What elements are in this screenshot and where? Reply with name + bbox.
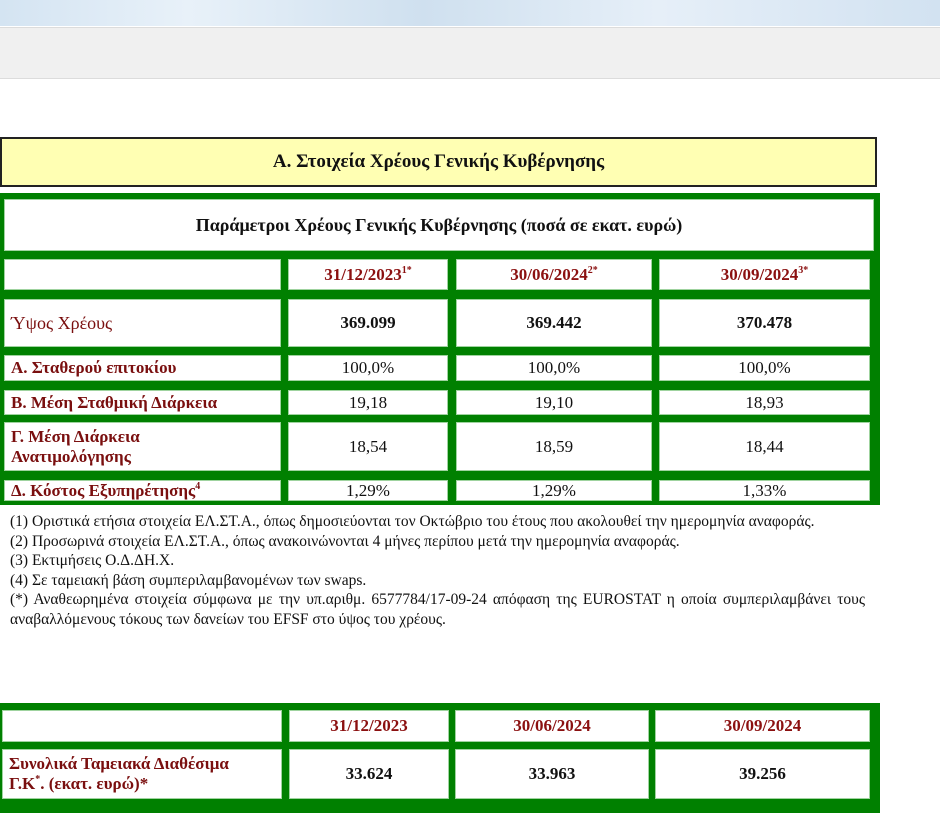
row-label-cash-reserves: Συνολικά Ταμειακά Διαθέσιμα Γ.Κ*. (εκατ.… — [3, 750, 281, 798]
toolbar-bar — [0, 27, 940, 79]
row-label-weighted-maturity: Β. Μέση Σταθμική Διάρκεια — [5, 391, 280, 414]
table-cell: 100,0% — [289, 356, 447, 380]
row-label-service-cost: Δ. Κόστος Εξυπηρέτησης 4 — [5, 481, 280, 500]
table-cell: 370.478 — [660, 300, 869, 346]
header-empty-cell — [3, 711, 281, 741]
table-cell: 100,0% — [457, 356, 651, 380]
table-cell: 18,93 — [660, 391, 869, 414]
top-banner-strip — [0, 0, 940, 26]
footnote: (*) Αναθεωρημένα στοιχεία σύμφωνα με την… — [10, 591, 865, 628]
label-line: Γ.Κ*. (εκατ. ευρώ)* — [9, 774, 149, 793]
table-cell: 33.624 — [290, 750, 448, 798]
label-line: Συνολικά Ταμειακά Διαθέσιμα — [9, 754, 229, 773]
section-title-text: Α. Στοιχεία Χρέους Γενικής Κυβέρνησης — [272, 151, 605, 172]
column-header: 31/12/2023 1* — [289, 260, 447, 289]
table-cell: 18,59 — [457, 423, 651, 470]
table-cell: 1,29% — [289, 481, 447, 500]
column-header: 30/09/2024 — [656, 711, 869, 741]
footnote: (4) Σε ταμειακή βάση συμπεριλαμβανομένων… — [10, 571, 367, 589]
footnote: (1) Οριστικά ετήσια στοιχεία ΕΛ.ΣΤ.Α., ό… — [10, 513, 815, 530]
row-label-debt-level: Ύψος Χρέους — [5, 300, 280, 346]
table-cell: 369.099 — [289, 300, 447, 346]
footnote: (3) Εκτιμήσεις Ο.Δ.ΔΗ.Χ. — [10, 552, 175, 569]
column-header: 31/12/2023 — [290, 711, 448, 741]
column-header: 30/09/2024 3* — [660, 260, 869, 289]
table-cell: 19,10 — [457, 391, 651, 414]
table-cell: 19,18 — [289, 391, 447, 414]
table-cell: 18,54 — [289, 423, 447, 470]
cash-reserves-table: 31/12/2023 30/06/2024 30/09/2024 Συνολικ… — [0, 703, 880, 813]
table-cell: 100,0% — [660, 356, 869, 380]
column-header: 30/06/2024 — [456, 711, 648, 741]
footnotes: (1) Οριστικά ετήσια στοιχεία ΕΛ.ΣΤ.Α., ό… — [10, 512, 865, 629]
row-label-fixed-rate: Α. Σταθερού επιτοκίου — [5, 356, 280, 380]
table-title: Παράμετροι Χρέους Γενικής Κυβέρνησης (πο… — [5, 200, 873, 250]
row-label-refixing-duration: Γ. Μέση Διάρκεια Ανατιμολόγησης — [5, 423, 280, 470]
header-empty-cell — [5, 260, 280, 289]
table-cell: 1,29% — [457, 481, 651, 500]
column-header: 30/06/2024 2* — [457, 260, 651, 289]
section-title: Α. Στοιχεία Χρέους Γενικής Κυβέρνησης — [0, 137, 877, 187]
table-cell: 33.963 — [456, 750, 648, 798]
table-cell: 369.442 — [457, 300, 651, 346]
table-cell: 1,33% — [660, 481, 869, 500]
table-cell: 39.256 — [656, 750, 869, 798]
debt-parameters-table: Παράμετροι Χρέους Γενικής Κυβέρνησης (πο… — [0, 193, 880, 505]
footnote: (2) Προσωρινά στοιχεία ΕΛ.ΣΤ.Α., όπως αν… — [10, 532, 680, 550]
table-cell: 18,44 — [660, 423, 869, 470]
